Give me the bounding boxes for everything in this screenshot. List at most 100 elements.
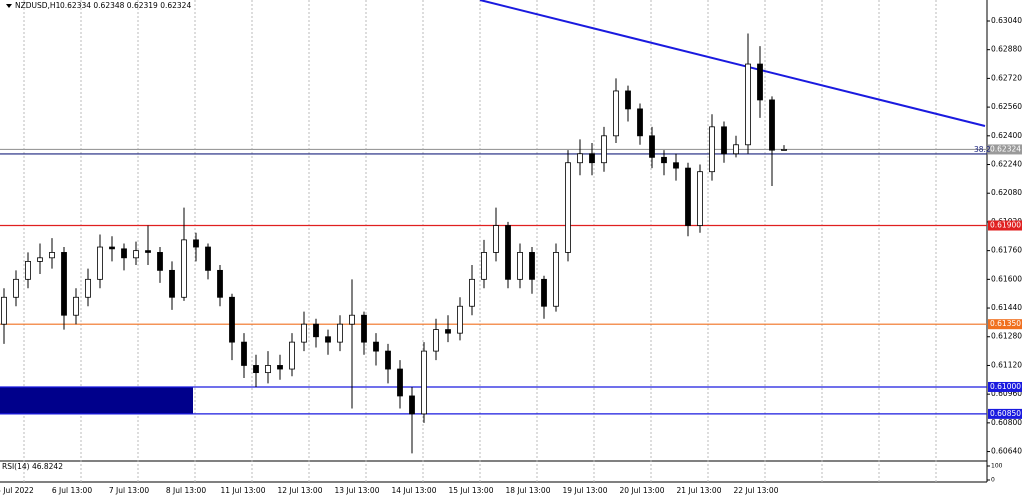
y-tick-label: 0.62880: [991, 45, 1022, 54]
candle-body: [445, 329, 451, 334]
candle-body: [157, 252, 163, 271]
trendline: [479, 0, 986, 127]
x-tick-label: 12 Jul 13:00: [278, 486, 323, 495]
y-tick-label: 0.62720: [991, 73, 1022, 82]
y-tick-label: 0.62560: [991, 102, 1022, 111]
candle-body: [625, 90, 631, 110]
candle-body: [613, 90, 619, 137]
rsi-tick-label: 0: [991, 477, 995, 484]
y-tick-label: 0.62080: [991, 188, 1022, 197]
x-tick-label: 19 Jul 13:00: [563, 486, 608, 495]
candle-body: [757, 63, 763, 101]
x-tick-label: 18 Jul 13:00: [506, 486, 551, 495]
x-tick-label: 13 Jul 13:00: [335, 486, 380, 495]
ohlc-info: 0.62334 0.62348 0.62319 0.62324: [60, 1, 191, 10]
candle-body: [25, 260, 31, 280]
candle-body: [313, 323, 319, 338]
x-tick-label: 15 Jul 13:00: [449, 486, 494, 495]
level-tag-label: 0.60850: [990, 409, 1021, 418]
candle-body: [265, 365, 271, 374]
candle-body: [493, 225, 499, 253]
candle-body: [769, 99, 775, 151]
candle-body: [661, 156, 667, 164]
rsi-label: RSI(14) 46.8242: [2, 462, 63, 471]
symbol: NZDUSD,H1: [15, 1, 61, 10]
candle-body: [145, 250, 151, 253]
candle-body: [277, 365, 283, 370]
candle-body: [253, 365, 259, 374]
candle-body: [169, 269, 175, 298]
candle-body: [721, 126, 727, 155]
candle-body: [97, 246, 103, 280]
y-tick-label: 0.61760: [991, 246, 1022, 255]
x-tick-label: 22 Jul 13:00: [734, 486, 779, 495]
candle-body: [289, 341, 295, 370]
candle-body: [505, 225, 511, 280]
candle-body: [325, 336, 331, 343]
y-tick-label: 0.61440: [991, 303, 1022, 312]
candle-body: [781, 149, 787, 151]
candle-body: [409, 395, 415, 415]
candle-body: [469, 278, 475, 307]
candle-body: [109, 246, 115, 250]
candle-body: [301, 323, 307, 343]
y-tick-label: 0.61280: [991, 332, 1022, 341]
candle-body: [217, 269, 223, 298]
candle-body: [433, 329, 439, 352]
candle-body: [13, 278, 19, 298]
candle-body: [1, 296, 7, 325]
x-tick-label: 11 Jul 13:00: [221, 486, 266, 495]
candle-body: [589, 153, 595, 164]
level-tag: [988, 381, 1022, 392]
x-tick-label: 5 Jul 2022: [0, 486, 34, 495]
y-tick-label: 0.63040: [991, 16, 1022, 25]
x-tick-label: 7 Jul 13:00: [109, 486, 149, 495]
candle-body: [133, 250, 139, 259]
candle-body: [61, 252, 67, 316]
candle-body: [361, 314, 367, 343]
candle-body: [73, 296, 79, 316]
rsi-tick-label: 100: [991, 463, 1003, 470]
level-tag: [988, 408, 1022, 419]
level-tag: [988, 144, 1022, 155]
x-tick-label: 14 Jul 13:00: [392, 486, 437, 495]
candle-body: [181, 239, 187, 298]
candle-body: [85, 278, 91, 298]
header-arrow: [6, 4, 12, 8]
x-tick-label: 6 Jul 13:00: [52, 486, 92, 495]
candle-body: [517, 252, 523, 280]
y-tick-label: 0.61600: [991, 274, 1022, 283]
candle-body: [709, 126, 715, 173]
y-tick-label: 0.61120: [991, 360, 1022, 369]
candle-body: [241, 341, 247, 366]
candle-body: [637, 108, 643, 137]
x-tick-label: 20 Jul 13:00: [620, 486, 665, 495]
candle-body: [193, 239, 199, 248]
candle-body: [373, 341, 379, 352]
candle-body: [733, 144, 739, 155]
candle-body: [229, 296, 235, 343]
candle-body: [397, 368, 403, 397]
level-tag-label: 0.61000: [990, 382, 1021, 391]
candle-body: [697, 171, 703, 226]
candle-body: [481, 252, 487, 280]
candle-body: [673, 162, 679, 169]
candle-body: [577, 153, 583, 164]
candle-body: [541, 278, 547, 307]
y-tick-label: 0.60960: [991, 389, 1022, 398]
x-tick-label: 21 Jul 13:00: [677, 486, 722, 495]
candle-body: [529, 252, 535, 280]
candle-body: [649, 135, 655, 158]
candle-body: [553, 252, 559, 307]
y-tick-label: 0.62240: [991, 160, 1022, 169]
level-tag: [988, 220, 1022, 231]
zone-box: [0, 386, 193, 414]
x-tick-label: 8 Jul 13:00: [166, 486, 206, 495]
level-tag-label: 0.61900: [990, 221, 1021, 230]
y-tick-label: 0.60800: [991, 418, 1022, 427]
candle-body: [565, 162, 571, 253]
candle-body: [385, 350, 391, 370]
candle-body: [337, 323, 343, 343]
candle-body: [685, 167, 691, 226]
